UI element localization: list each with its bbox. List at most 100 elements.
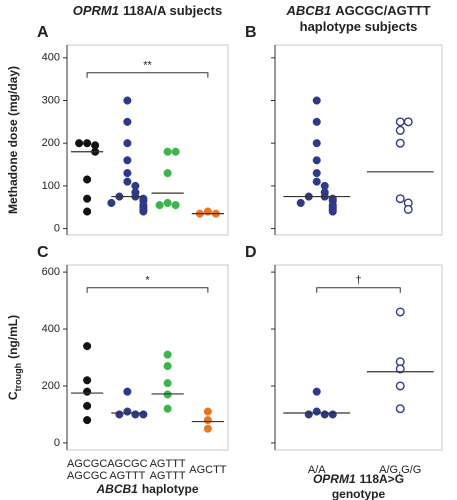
data-point [83,387,92,396]
data-point [115,410,124,419]
data-point [312,117,321,126]
x-tick-label: AGCGC [67,458,107,470]
data-point [312,407,321,416]
y-axis-label-part: Methadone dose (mg/day) [6,66,20,214]
data-point [312,387,321,396]
x-axis-label-part: 118A>G [360,472,404,486]
data-point [203,407,212,416]
data-point [83,342,92,351]
data-point [395,404,405,414]
column-title-part: OPRM1 [73,3,119,18]
y-tick-label: 200 [42,137,60,149]
y-tick-label: 600 [42,266,60,278]
panel-letter: A [37,24,49,41]
data-point [123,177,132,186]
y-axis-label: Methadone dose (mg/day) [6,66,20,214]
x-tick-label: AGTTT [150,470,186,482]
significance-bracket [86,72,209,78]
data-point [163,198,172,208]
data-point [171,201,180,210]
y-tick-label: 0 [54,223,60,235]
data-point [83,207,92,216]
data-point [403,117,413,127]
data-point [107,198,116,208]
data-point [139,207,148,216]
column-title-part: 118A/A subjects [123,3,222,18]
data-point [312,169,321,178]
panel-letter: D [245,244,257,261]
x-axis-label-part: ABCB1 [95,482,138,496]
data-point [395,117,405,127]
y-tick-label: 0 [54,437,60,449]
data-point [171,147,180,156]
x-axis-label-part: OPRM1 [313,472,356,486]
significance-label: † [355,275,361,287]
column-title: haplotype subjects [300,19,418,34]
data-point [75,139,84,148]
data-point [131,410,140,419]
x-axis-label: OPRM1 118A>G [313,472,404,486]
data-point [328,410,337,419]
data-point [395,138,405,148]
column-title: OPRM1 118A/A subjects [73,3,222,18]
panel-frame [66,44,229,236]
panel-frame [274,264,443,451]
data-point [312,96,321,105]
data-point [312,139,321,148]
x-tick-label: A/A [308,464,326,476]
y-axis-label-part: C [6,391,20,400]
data-point [403,204,413,214]
data-point [328,207,337,216]
data-point [123,117,132,126]
x-tick-label: AGCGC [67,470,107,482]
data-point [163,169,172,178]
significance-bracket [86,287,209,293]
data-point [395,307,405,317]
data-point [123,139,132,148]
data-point [203,424,212,433]
data-point [312,156,321,165]
data-point [395,381,405,391]
y-tick-label: 400 [42,323,60,335]
data-point [139,410,148,419]
data-point [203,416,212,425]
data-point [123,387,132,396]
data-point [163,361,172,371]
data-point [83,376,92,385]
data-point [83,194,92,203]
significance-bracket [316,287,401,293]
data-point [123,96,132,105]
data-point [83,416,92,425]
x-axis-label-part: genotype [332,487,386,500]
data-point [123,169,132,178]
data-point [123,156,132,165]
data-point [83,139,92,148]
data-point [320,410,329,419]
data-point [163,147,172,156]
column-title-part: haplotype subjects [300,19,418,34]
x-tick-label: AGCTT [189,464,227,476]
data-point [395,364,405,374]
y-tick-label: 300 [42,94,60,106]
x-axis-label: ABCB1 haplotype [95,482,198,496]
y-axis-label-part: trough [13,363,23,392]
x-tick-label: AGTTT [109,470,145,482]
panel-frame [66,264,229,451]
significance-label: * [145,275,150,287]
data-point [83,401,92,410]
significance-label: ** [143,60,152,72]
column-title-part: AGCGC/AGTTT [335,3,430,18]
data-point [83,175,92,184]
x-tick-label: A/G,G/G [379,464,421,476]
data-point [312,177,321,186]
data-point [155,201,164,210]
panel-letter: C [37,244,49,261]
panel-letter: B [245,24,257,41]
y-tick-label: 200 [42,380,60,392]
data-point [296,198,305,208]
data-point [163,350,172,359]
y-tick-label: 100 [42,180,60,192]
data-point [395,194,405,204]
data-point [395,125,405,135]
